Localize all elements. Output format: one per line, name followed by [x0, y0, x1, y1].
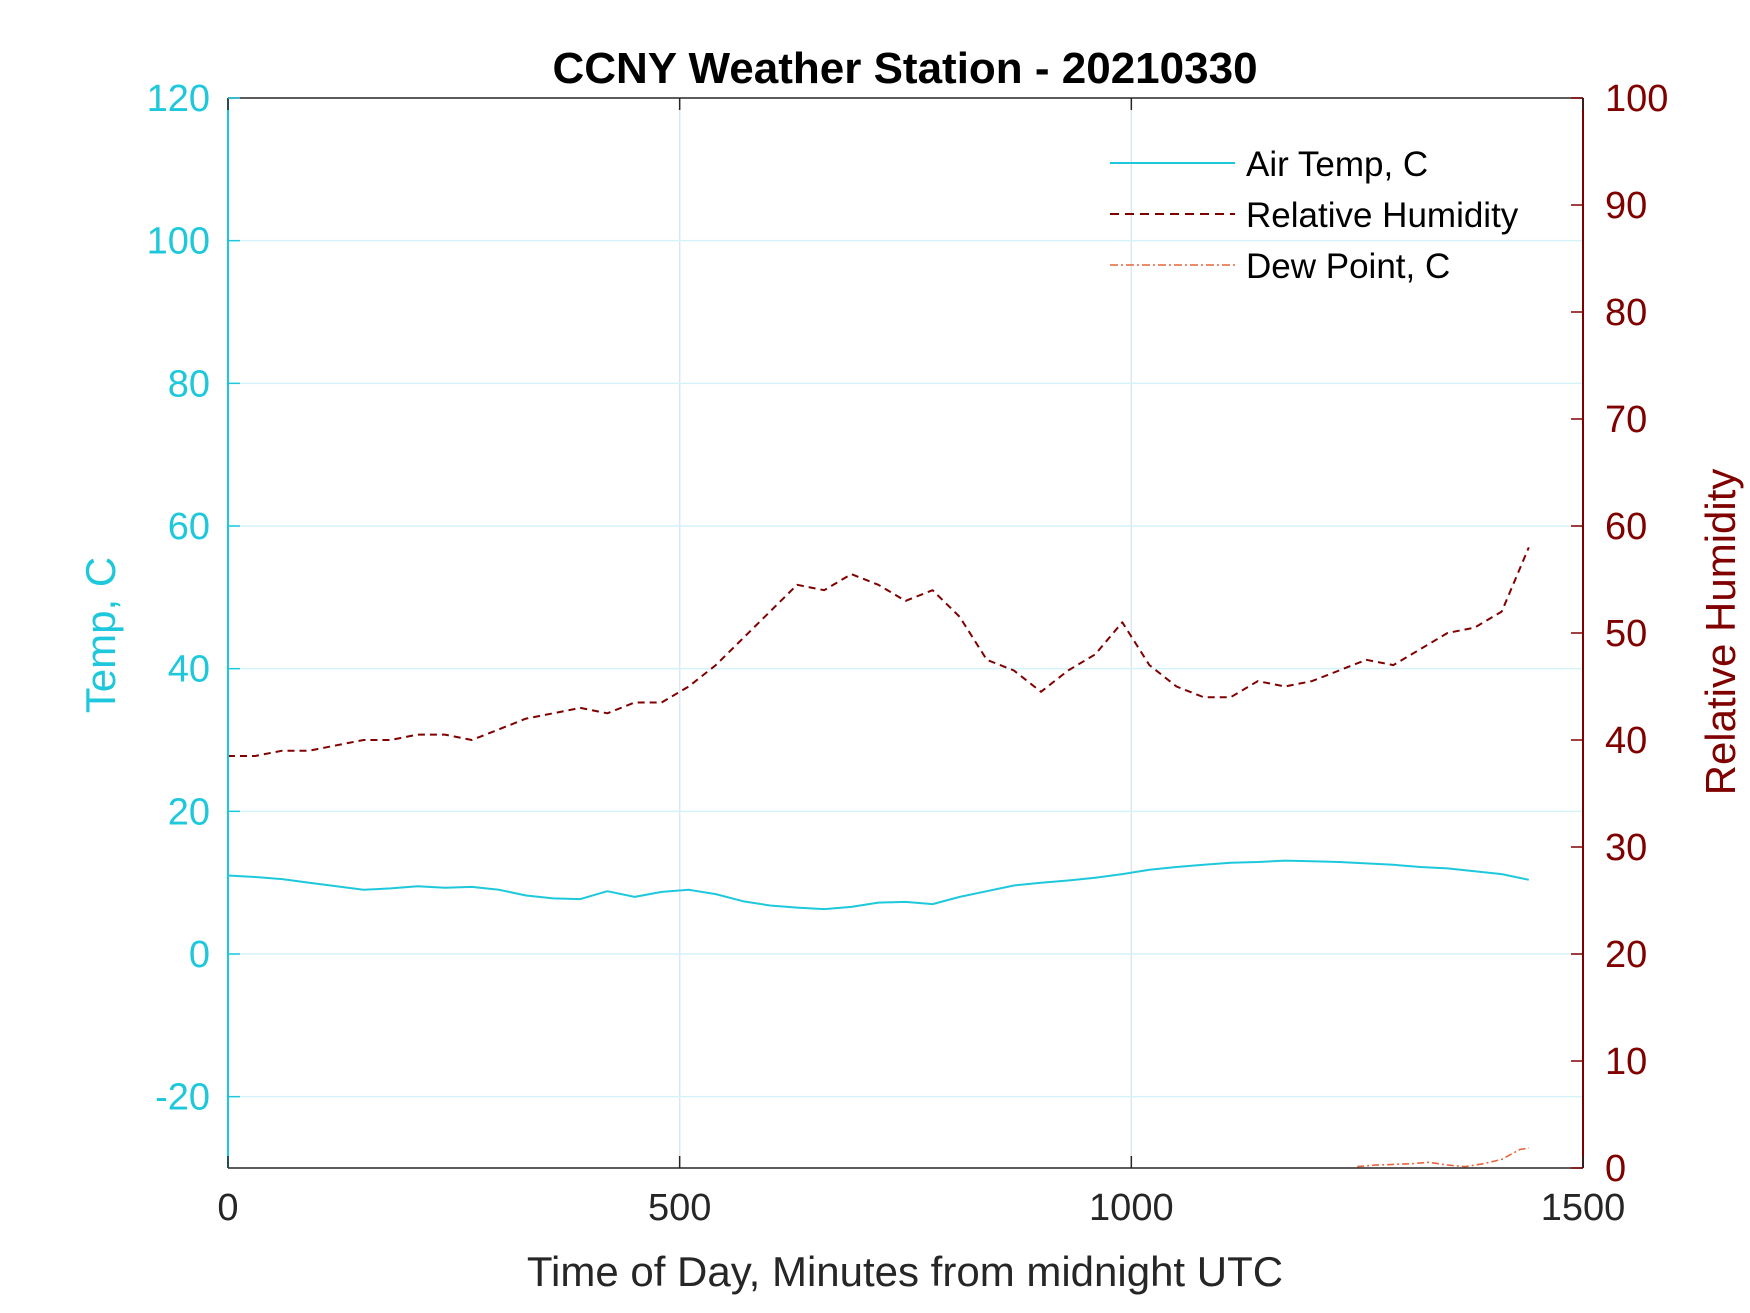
right-y-tick-label: 90: [1605, 185, 1647, 227]
x-axis-label: Time of Day, Minutes from midnight UTC: [527, 1248, 1283, 1295]
right-y-axis-label: Relative Humidity: [1697, 469, 1744, 796]
left-y-tick-label: 120: [147, 78, 210, 120]
left-y-tick-label: 0: [189, 934, 210, 976]
right-y-tick-label: 80: [1605, 292, 1647, 334]
right-y-tick-label: 70: [1605, 399, 1647, 441]
x-tick-label: 0: [217, 1187, 238, 1229]
right-y-tick-label: 100: [1605, 78, 1668, 120]
left-y-tick-label: 20: [168, 791, 210, 833]
left-y-tick-label: 60: [168, 506, 210, 548]
plot-series: [227, 547, 1530, 1168]
right-y-tick-label: 10: [1605, 1041, 1647, 1083]
left-y-tick-label: 80: [168, 363, 210, 405]
x-tick-label: 1000: [1089, 1187, 1174, 1229]
left-y-tick-label: 40: [168, 649, 210, 691]
tick-labels: 0 500 1000 1500 -20 0 20 40 60 80 100 120 0 10 20 30 40 5…: [147, 78, 1669, 1229]
legend-label-dew-point: Dew Point, C: [1246, 247, 1450, 286]
x-tick-label: 500: [648, 1187, 711, 1229]
right-y-tick-label: 0: [1605, 1148, 1626, 1190]
legend-label-humidity: Relative Humidity: [1246, 196, 1519, 235]
x-tick-label: 1500: [1541, 1187, 1626, 1229]
grid: [228, 98, 1583, 1168]
right-y-tick-label: 30: [1605, 827, 1647, 869]
series-air-temp: [227, 859, 1530, 911]
right-y-tick-label: 40: [1605, 720, 1647, 762]
left-y-tick-label: 100: [147, 221, 210, 263]
legend: Air Temp, C Relative Humidity Dew Point,…: [1110, 145, 1519, 286]
series-dew-point: [1357, 1147, 1529, 1168]
right-y-tick-label: 20: [1605, 934, 1647, 976]
axes: [227, 97, 1584, 1169]
series-relative-humidity: [228, 547, 1530, 757]
right-y-tick-label: 50: [1605, 613, 1647, 655]
right-y-tick-label: 60: [1605, 506, 1647, 548]
chart-title: CCNY Weather Station - 20210330: [552, 44, 1257, 93]
left-y-tick-label: -20: [155, 1077, 210, 1119]
legend-label-air-temp: Air Temp, C: [1246, 145, 1428, 184]
left-y-axis-label: Temp, C: [77, 557, 124, 713]
